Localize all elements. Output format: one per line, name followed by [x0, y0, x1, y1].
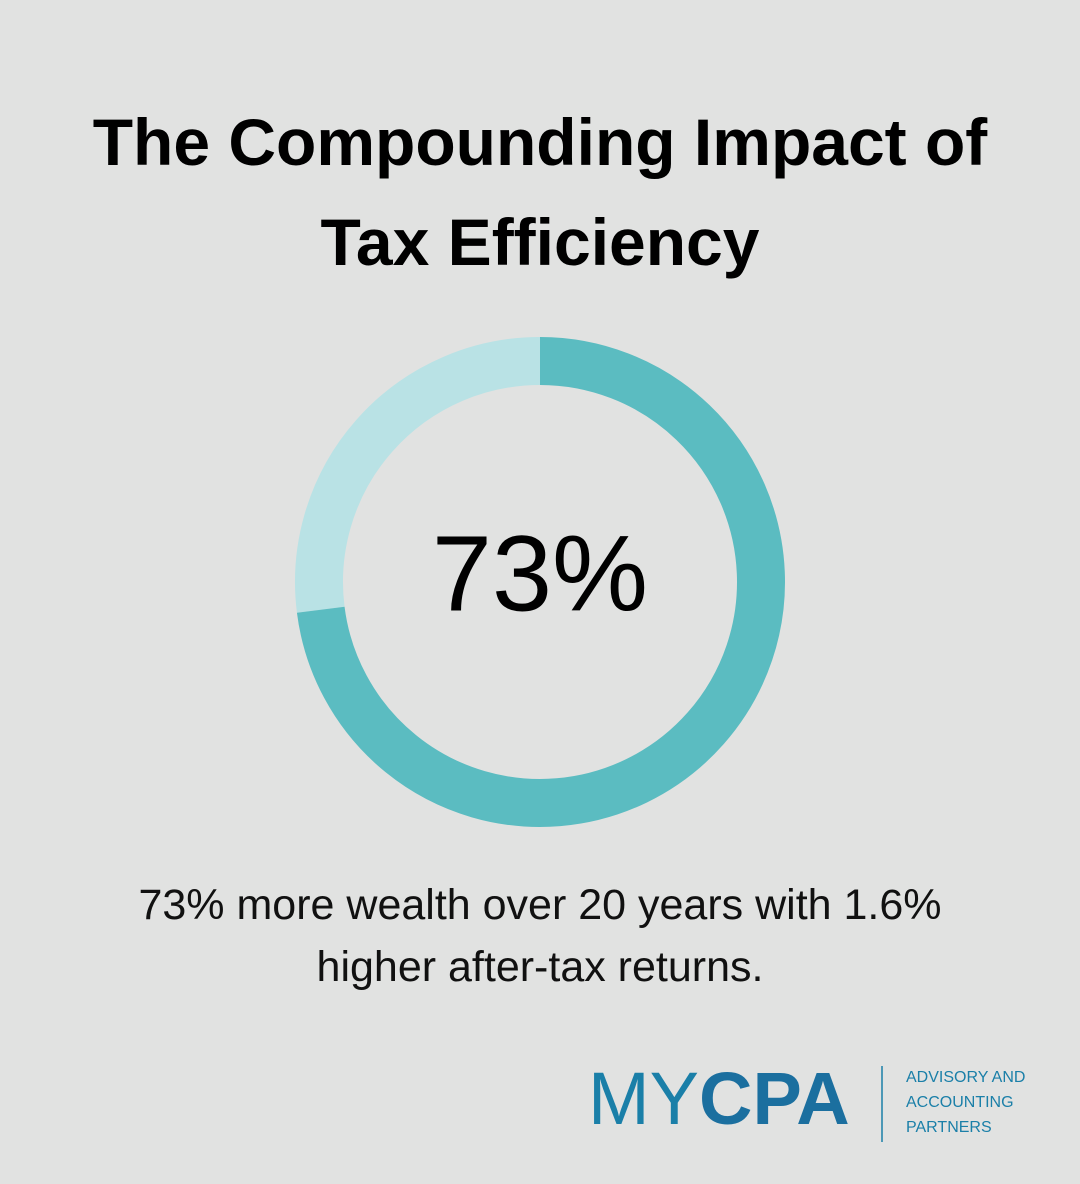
caption: 73% more wealth over 20 years with 1.6% … — [138, 881, 942, 991]
tagline-line: ACCOUNTING — [906, 1094, 1014, 1111]
center-label: 73% — [432, 513, 648, 634]
logo-tagline: ADVISORY AND ACCOUNTING PARTNERS — [906, 1069, 1025, 1136]
tagline-line: ADVISORY AND — [906, 1069, 1025, 1086]
chart-title: The Compounding Impact of Tax Efficiency — [92, 105, 988, 279]
logo-name: MYCPA — [588, 1057, 850, 1140]
logo-light: MY — [588, 1057, 699, 1140]
donut-segment — [295, 337, 541, 613]
tagline-line: PARTNERS — [906, 1119, 992, 1136]
logo-bold: CPA — [699, 1057, 850, 1140]
donut-segment — [296, 337, 785, 827]
